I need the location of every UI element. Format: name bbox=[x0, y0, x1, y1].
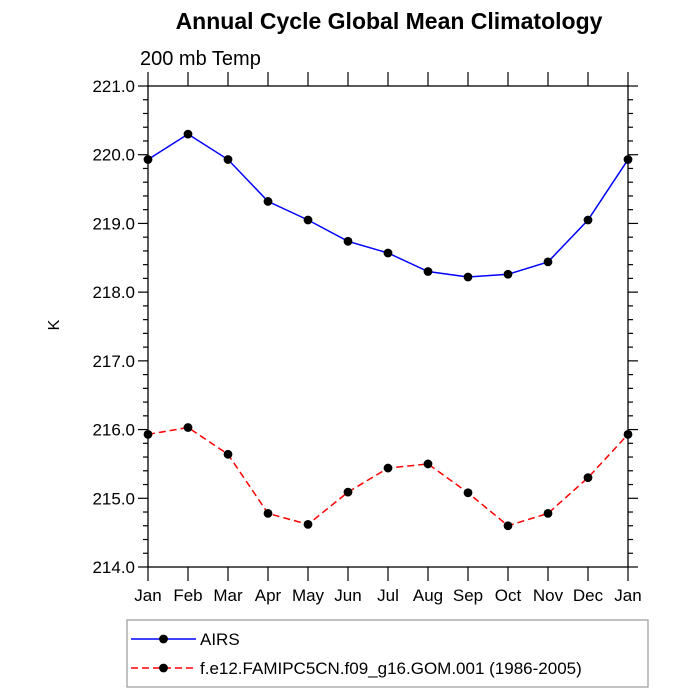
series-1-marker bbox=[383, 463, 393, 473]
series-1-marker bbox=[423, 459, 433, 469]
x-tick-label: Nov bbox=[533, 586, 564, 605]
x-tick-label: Oct bbox=[495, 586, 522, 605]
legend-label: AIRS bbox=[200, 630, 240, 649]
series-0-marker bbox=[423, 267, 433, 276]
series-0-marker bbox=[303, 215, 313, 225]
y-tick-label: 220.0 bbox=[92, 146, 135, 165]
y-tick-label: 215.0 bbox=[92, 489, 135, 508]
x-tick-label: May bbox=[292, 586, 325, 605]
legend-marker bbox=[159, 634, 168, 644]
chart-title: Annual Cycle Global Mean Climatology bbox=[175, 8, 603, 34]
y-tick-label: 219.0 bbox=[92, 214, 135, 233]
series-1-marker bbox=[543, 509, 553, 518]
x-tick-label: Feb bbox=[173, 586, 202, 605]
series-1-marker bbox=[143, 429, 153, 439]
series-1-marker bbox=[223, 449, 233, 459]
series-0-marker bbox=[143, 155, 153, 164]
series-0-marker bbox=[543, 257, 553, 267]
y-tick-label: 218.0 bbox=[92, 283, 135, 302]
series-1-marker bbox=[503, 521, 513, 531]
chart-subtitle: 200 mb Temp bbox=[140, 48, 261, 70]
x-tick-label: Jun bbox=[334, 586, 361, 605]
x-tick-label: Jul bbox=[377, 586, 399, 605]
y-tick-label: 217.0 bbox=[92, 352, 135, 371]
series-0-marker bbox=[383, 248, 393, 258]
series-0-marker bbox=[263, 197, 273, 206]
plot-frame bbox=[147, 85, 629, 568]
series-1-marker bbox=[303, 519, 313, 529]
x-tick-label: Sep bbox=[453, 586, 483, 605]
series-0-marker bbox=[343, 236, 353, 246]
series-0-marker bbox=[223, 155, 233, 164]
series-0-marker bbox=[623, 155, 633, 164]
x-tick-label: Aug bbox=[413, 586, 443, 605]
legend-box bbox=[126, 619, 649, 688]
series-1-marker bbox=[183, 423, 193, 432]
legend-marker bbox=[159, 663, 168, 673]
x-tick-label: Mar bbox=[213, 586, 243, 605]
series-0-marker bbox=[583, 215, 593, 225]
series-1-marker bbox=[343, 487, 353, 497]
y-tick-label: 221.0 bbox=[92, 77, 135, 96]
series-1-marker bbox=[263, 509, 273, 518]
y-tick-label: 216.0 bbox=[92, 421, 135, 440]
x-tick-label: Dec bbox=[573, 586, 604, 605]
series-1-marker bbox=[463, 488, 473, 498]
series-0-marker bbox=[503, 269, 513, 279]
x-tick-label: Jan bbox=[614, 586, 641, 605]
x-tick-label: Jan bbox=[134, 586, 161, 605]
legend-label: f.e12.FAMIPC5CN.f09_g16.GOM.001 (1986-20… bbox=[200, 659, 582, 678]
series-0-marker bbox=[463, 272, 473, 282]
series-1-marker bbox=[623, 429, 633, 439]
series-line-1 bbox=[147, 426, 629, 527]
series-0-marker bbox=[183, 129, 193, 139]
y-tick-label: 214.0 bbox=[92, 558, 135, 577]
x-tick-label: Apr bbox=[255, 586, 282, 605]
series-1-marker bbox=[583, 473, 593, 483]
